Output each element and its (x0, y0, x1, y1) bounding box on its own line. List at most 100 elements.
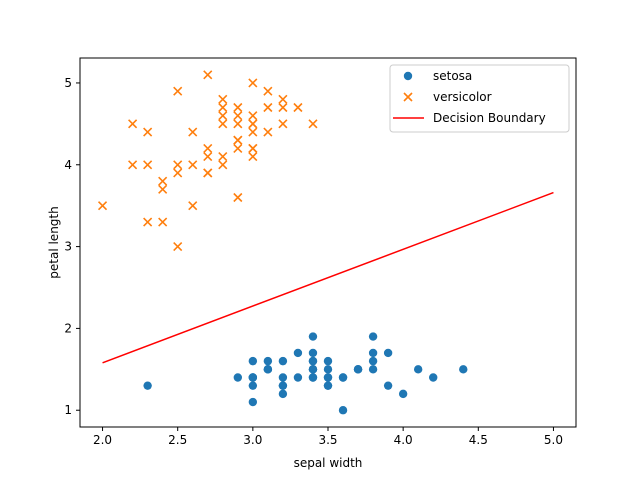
versicolor-point (233, 102, 243, 113)
versicolor-point (218, 152, 228, 162)
setosa-point (308, 365, 318, 374)
setosa-point (383, 348, 393, 358)
setosa-point (248, 381, 258, 390)
setosa-point (368, 332, 378, 341)
setosa-point (293, 348, 303, 358)
x-axis-label: sepal width (294, 456, 363, 470)
versicolor-point (173, 242, 183, 252)
y-tick-label: 5 (64, 76, 72, 90)
setosa-point (323, 365, 333, 374)
setosa-point (308, 356, 318, 366)
versicolor-point (218, 119, 228, 129)
versicolor-point (188, 160, 198, 170)
setosa-point (278, 373, 288, 382)
versicolor-point (218, 111, 228, 121)
versicolor-point (203, 168, 213, 178)
y-tick-label: 3 (64, 240, 72, 254)
versicolor-point (278, 102, 288, 113)
versicolor-point (218, 94, 228, 104)
setosa-point (248, 397, 258, 407)
legend-label: versicolor (433, 90, 492, 104)
legend-label: setosa (433, 69, 472, 83)
versicolor-point (263, 102, 273, 113)
versicolor-point (278, 94, 288, 104)
y-tick-label: 2 (64, 321, 72, 335)
x-tick-label: 2.0 (93, 433, 112, 447)
y-axis: 1 2 3 4 5 (64, 76, 80, 417)
decision-boundary-line (102, 191, 554, 364)
setosa-point (143, 381, 152, 390)
versicolor-point (188, 201, 198, 211)
setosa-point (248, 373, 258, 382)
versicolor-point (233, 119, 243, 129)
setosa-point (278, 381, 288, 390)
x-tick-label: 3.5 (318, 433, 337, 447)
versicolor-point (248, 78, 258, 88)
versicolor-point (173, 160, 183, 170)
versicolor-point (188, 127, 198, 137)
versicolor-point (158, 217, 168, 227)
versicolor-point (248, 152, 258, 162)
versicolor-point (293, 102, 303, 113)
versicolor-point (233, 143, 243, 153)
setosa-point (368, 348, 378, 358)
versicolor-point (143, 217, 153, 227)
legend-circle-marker (403, 71, 413, 81)
setosa-point (353, 365, 363, 374)
versicolor-point (233, 135, 243, 145)
setosa-point (383, 381, 393, 390)
setosa-point (323, 381, 333, 390)
versicolor-point (218, 160, 228, 170)
versicolor-point (248, 119, 258, 129)
legend-label: Decision Boundary (433, 111, 546, 125)
setosa-point (413, 365, 423, 374)
versicolor-point (263, 127, 273, 137)
setosa-point (459, 365, 468, 374)
legend-x-marker (403, 92, 413, 102)
plot-marks (97, 70, 554, 415)
versicolor-point (97, 201, 108, 211)
versicolor-point (308, 119, 318, 129)
versicolor-point (203, 143, 213, 153)
versicolor-point (248, 111, 258, 121)
setosa-point (233, 373, 243, 382)
setosa-point (293, 373, 303, 382)
x-tick-label: 3.0 (243, 433, 262, 447)
setosa-point (308, 348, 318, 358)
versicolor-point (233, 192, 243, 203)
versicolor-point (143, 160, 153, 170)
setosa-point (308, 332, 318, 341)
legend: setosa versicolor Decision Boundary (389, 64, 570, 133)
setosa-point (323, 373, 333, 382)
y-tick-label: 1 (64, 403, 72, 417)
versicolor-point (203, 152, 213, 162)
setosa-point (368, 365, 378, 374)
versicolor-point (203, 70, 213, 80)
x-tick-label: 4.5 (469, 433, 488, 447)
legend-box (389, 64, 570, 133)
setosa-point (338, 373, 348, 382)
x-axis: 2.0 2.5 3.0 3.5 4.0 4.5 5.0 (93, 427, 563, 447)
setosa-point (398, 389, 408, 399)
versicolor-point (143, 127, 153, 137)
versicolor-point (128, 160, 138, 170)
versicolor-point (278, 119, 288, 129)
setosa-point (429, 373, 438, 382)
versicolor-point (248, 127, 258, 137)
versicolor-point (173, 86, 183, 96)
versicolor-point (173, 168, 183, 178)
y-tick-label: 4 (64, 158, 72, 172)
x-tick-label: 2.5 (168, 433, 187, 447)
setosa-point (308, 373, 318, 382)
setosa-point (248, 356, 258, 366)
setosa-point (278, 389, 288, 399)
x-tick-label: 5.0 (544, 433, 563, 447)
versicolor-point (158, 184, 168, 194)
setosa-point (338, 406, 348, 415)
setosa-point (263, 356, 273, 366)
versicolor-point (263, 86, 273, 96)
setosa-point (368, 356, 378, 366)
y-axis-label: petal length (47, 206, 61, 278)
setosa-point (323, 356, 333, 366)
